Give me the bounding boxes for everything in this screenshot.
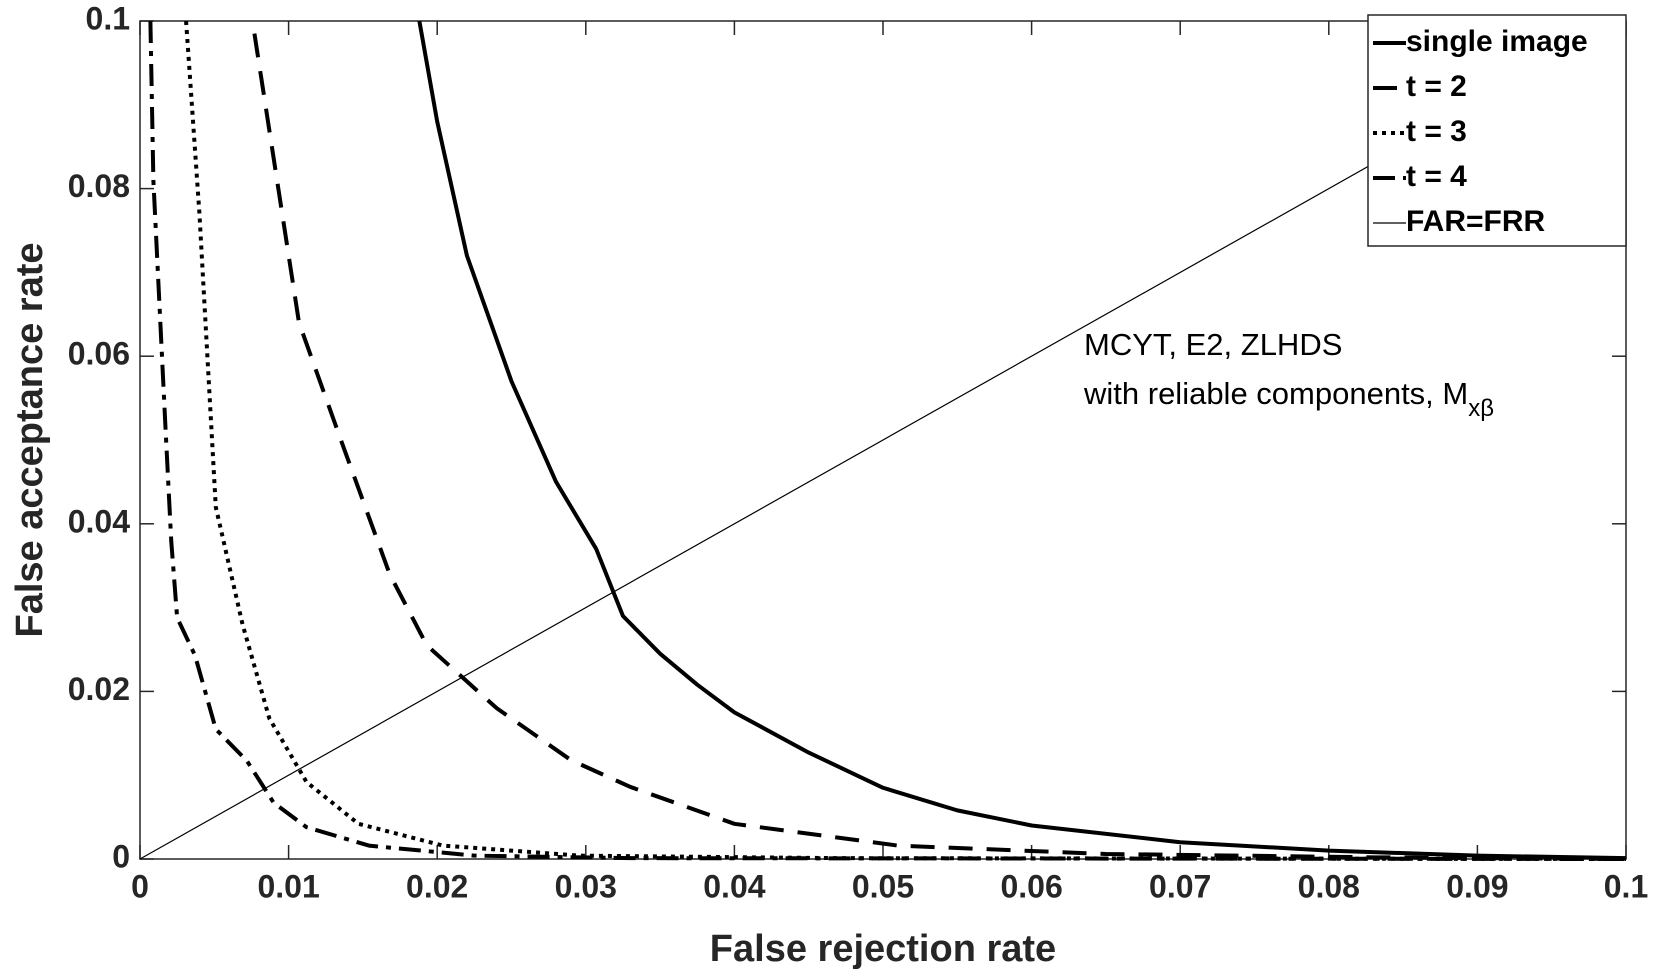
series-line (184, 20, 1627, 861)
legend-label: t = 3 (1406, 115, 1467, 148)
y-tick-label: 0.04 (68, 503, 130, 539)
legend-label: t = 4 (1406, 160, 1467, 193)
y-tick-label: 0.06 (68, 336, 130, 372)
legend-label: t = 2 (1406, 70, 1467, 103)
annotation-subscript: xβ (1468, 395, 1494, 422)
annotation-text: with reliable components, M (1083, 376, 1468, 411)
x-tick-label: 0.08 (1298, 868, 1360, 904)
y-tick-label: 0.1 (86, 0, 130, 36)
y-tick-label: 0.08 (68, 168, 130, 204)
x-tick-label: 0.04 (703, 868, 765, 904)
legend-label: single image (1406, 25, 1588, 58)
x-tick-label: 0.07 (1149, 868, 1211, 904)
y-tick-label: 0.02 (68, 671, 130, 707)
x-tick-label: 0.05 (852, 868, 914, 904)
annotation: with reliable components, Mxβ (1083, 376, 1494, 422)
x-tick-label: 0.06 (1000, 868, 1062, 904)
y-tick-label: 0 (112, 838, 130, 874)
series-line (417, 20, 1627, 861)
x-tick-label: 0.1 (1604, 868, 1648, 904)
legend-box (1367, 14, 1627, 247)
x-tick-label: 0.09 (1446, 868, 1508, 904)
legend-label: FAR=FRR (1406, 205, 1546, 238)
x-tick-label: 0.02 (406, 868, 468, 904)
x-tick-label: 0.03 (555, 868, 617, 904)
y-axis-label: False acceptance rate (9, 242, 51, 637)
x-tick-label: 0.01 (257, 868, 319, 904)
x-axis-label: False rejection rate (710, 928, 1056, 970)
series-line (252, 33, 1627, 861)
x-tick-label: 0 (131, 868, 149, 904)
annotation: MCYT, E2, ZLHDS (1084, 327, 1342, 362)
series-line (148, 20, 1627, 861)
